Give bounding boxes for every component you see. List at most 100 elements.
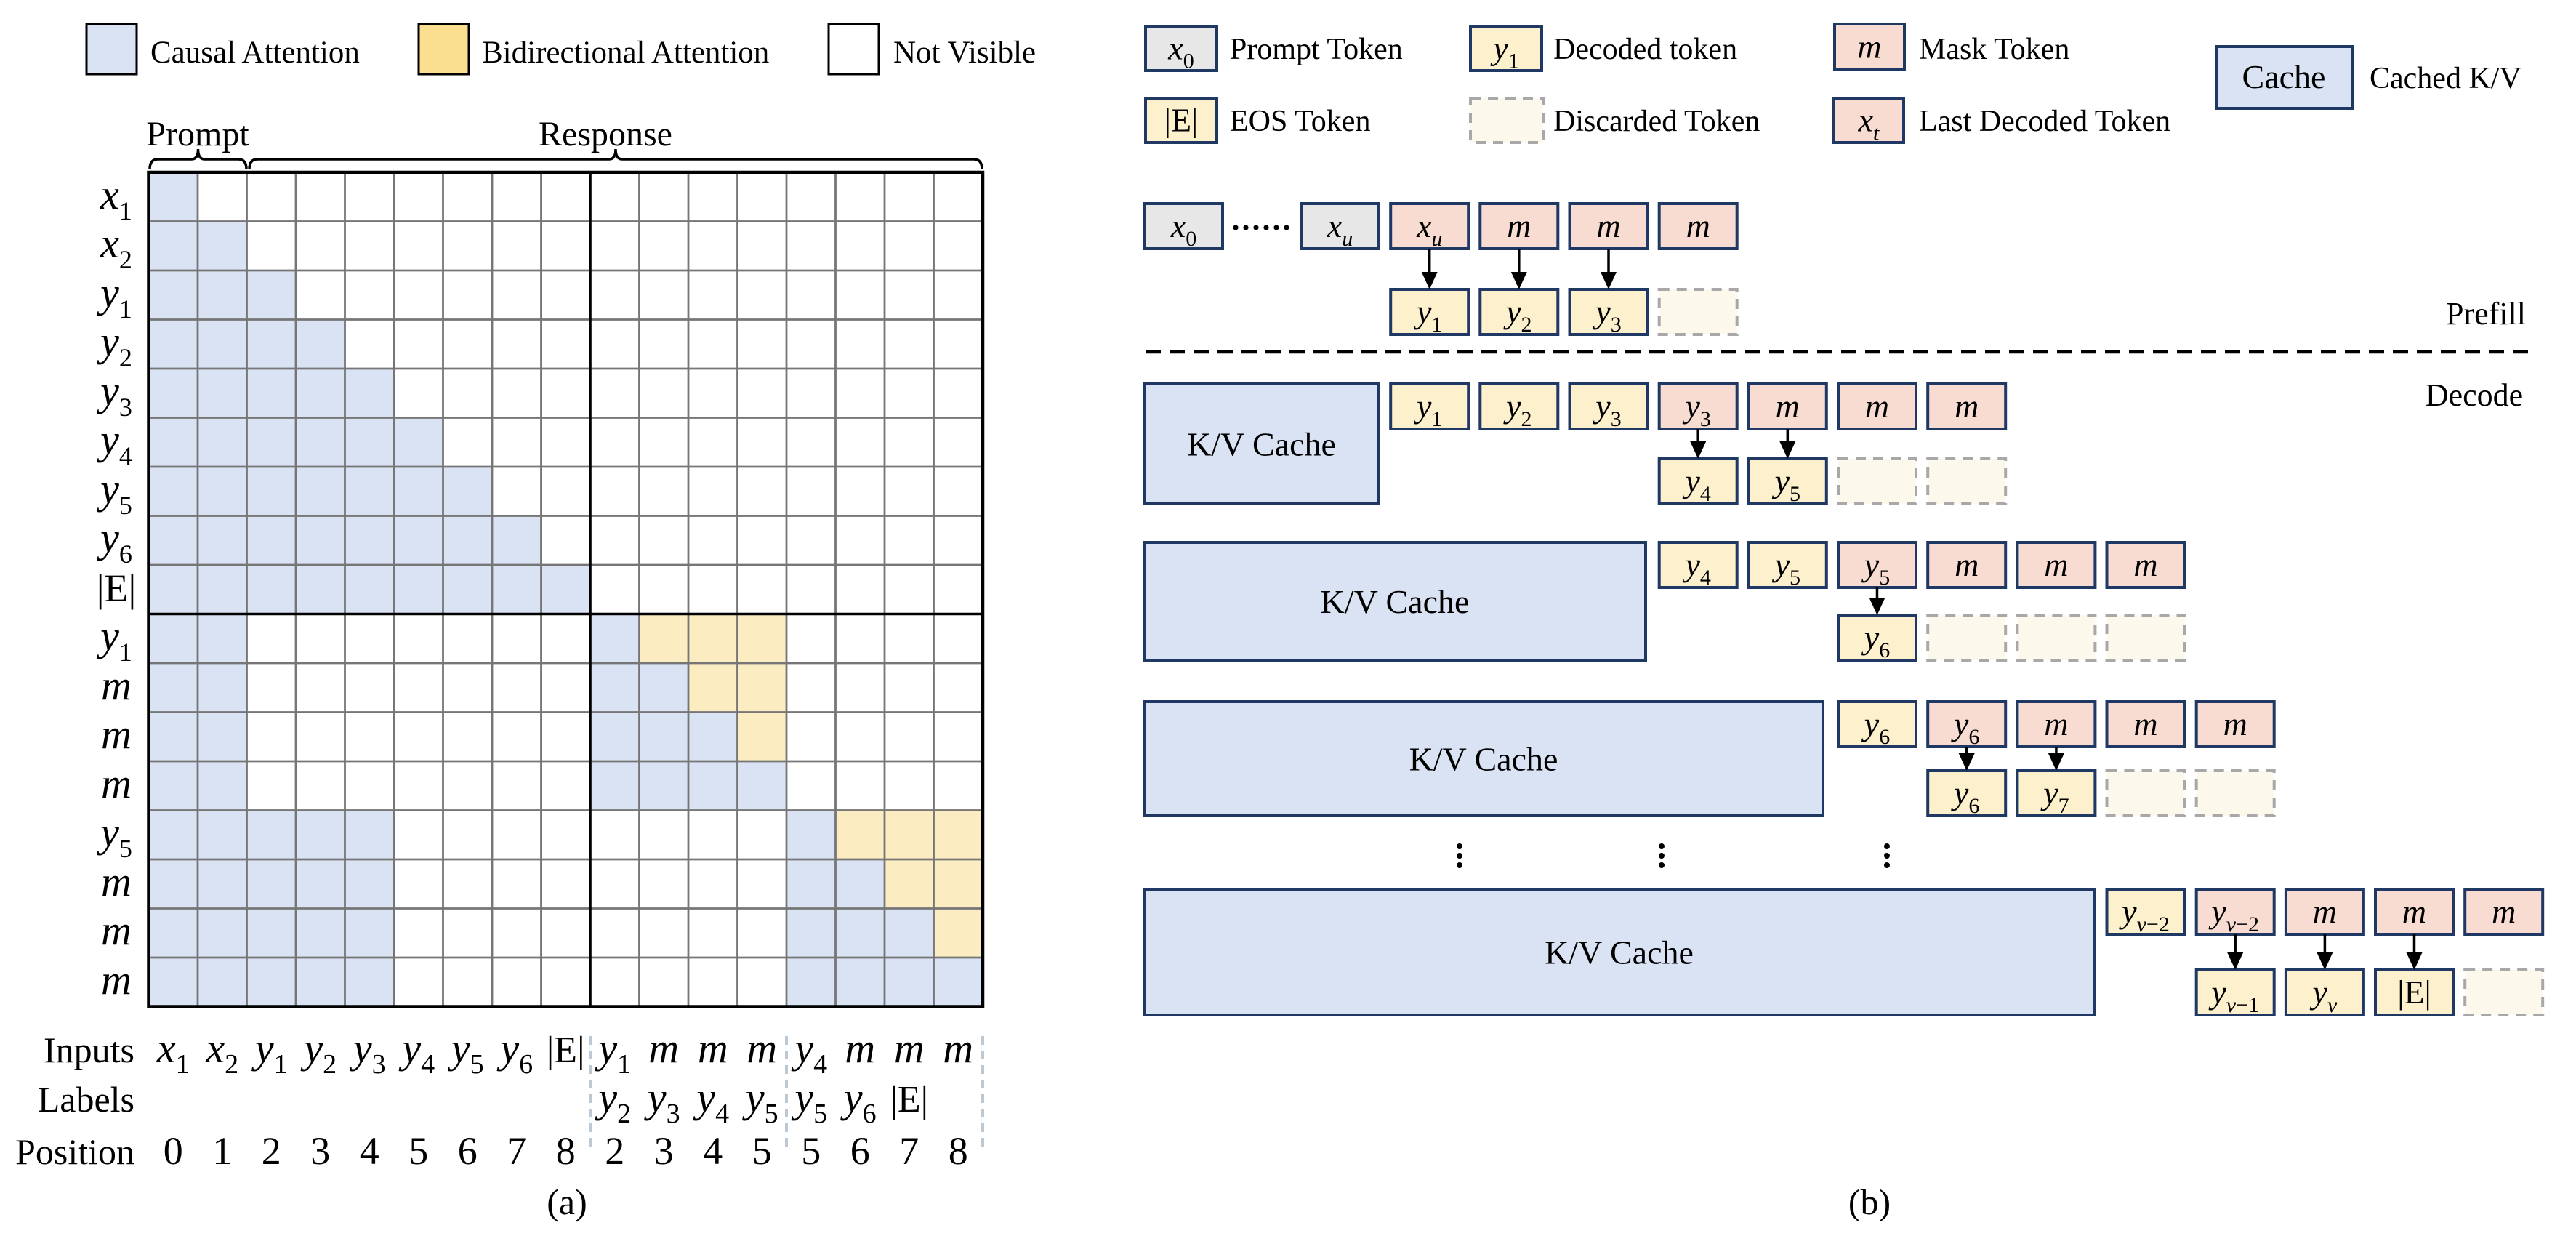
svg-text:4: 4 xyxy=(360,1129,379,1173)
svg-text:x1: x1 xyxy=(100,171,132,225)
svg-text:m: m xyxy=(1955,388,1979,425)
svg-text:m: m xyxy=(1955,546,1979,583)
svg-text:K/V Cache: K/V Cache xyxy=(1545,934,1694,971)
svg-text:y6: y6 xyxy=(1951,774,1979,818)
svg-text:y5: y5 xyxy=(1861,546,1890,590)
svg-text:6: 6 xyxy=(458,1129,478,1173)
svg-text:8: 8 xyxy=(949,1129,968,1173)
svg-text:m: m xyxy=(943,1024,973,1072)
svg-text:Position: Position xyxy=(15,1131,134,1172)
svg-text:xu: xu xyxy=(1416,207,1442,251)
svg-text:Cache: Cache xyxy=(2242,58,2326,95)
svg-text:Inputs: Inputs xyxy=(44,1030,134,1070)
svg-text:m: m xyxy=(101,858,132,905)
svg-text:y2: y2 xyxy=(595,1074,631,1129)
svg-text:5: 5 xyxy=(752,1129,772,1173)
svg-text:m: m xyxy=(2223,705,2247,742)
svg-text:y3: y3 xyxy=(644,1074,680,1129)
svg-text:m: m xyxy=(1686,207,1710,244)
svg-text:m: m xyxy=(2044,705,2068,742)
svg-text:Decoded token: Decoded token xyxy=(1553,33,1737,66)
svg-text:y3: y3 xyxy=(97,367,132,422)
svg-text:Mask Token: Mask Token xyxy=(1919,33,2069,66)
svg-text:y2: y2 xyxy=(300,1024,337,1080)
svg-text:m: m xyxy=(101,907,132,954)
svg-text:m: m xyxy=(2133,705,2157,742)
svg-text:|E|: |E| xyxy=(890,1079,929,1120)
svg-text:Prompt Token: Prompt Token xyxy=(1230,33,1403,66)
svg-text:(a): (a) xyxy=(547,1181,587,1222)
svg-text:m: m xyxy=(1857,28,1881,65)
svg-text:Discarded Token: Discarded Token xyxy=(1553,105,1760,138)
svg-text:yv−2: yv−2 xyxy=(2208,893,2259,936)
svg-text:m: m xyxy=(2313,893,2337,930)
svg-text:y2: y2 xyxy=(97,318,132,372)
svg-text:xt: xt xyxy=(1858,102,1880,145)
svg-text:x0: x0 xyxy=(1170,207,1196,251)
svg-text:7: 7 xyxy=(507,1129,526,1173)
svg-text:y5: y5 xyxy=(97,465,132,520)
svg-text:x2: x2 xyxy=(100,220,132,274)
svg-text:y1: y1 xyxy=(251,1024,288,1080)
svg-text:3: 3 xyxy=(654,1129,674,1173)
svg-text:|E|: |E| xyxy=(1164,102,1199,139)
svg-text:y4: y4 xyxy=(1682,546,1710,590)
svg-text:m: m xyxy=(2402,893,2426,930)
svg-text:Decode: Decode xyxy=(2426,377,2523,413)
svg-text:6: 6 xyxy=(850,1129,870,1173)
svg-text:m: m xyxy=(1865,388,1889,425)
svg-text:EOS Token: EOS Token xyxy=(1230,105,1370,138)
svg-text:x1: x1 xyxy=(156,1024,190,1080)
svg-text:x2: x2 xyxy=(205,1024,238,1080)
svg-text:3: 3 xyxy=(310,1129,330,1173)
svg-text:y6: y6 xyxy=(496,1024,533,1080)
svg-text:m: m xyxy=(2133,546,2157,583)
svg-text:y6: y6 xyxy=(1951,705,1979,749)
svg-text:xu: xu xyxy=(1327,207,1353,251)
svg-text:Bidirectional Attention: Bidirectional Attention xyxy=(482,36,769,70)
svg-text:|E|: |E| xyxy=(547,1030,585,1071)
svg-text:y5: y5 xyxy=(742,1074,778,1129)
svg-text:y6: y6 xyxy=(1861,619,1890,662)
svg-text:Cached K/V: Cached K/V xyxy=(2370,62,2521,95)
svg-text:Causal Attention: Causal Attention xyxy=(150,36,360,70)
svg-text:y3: y3 xyxy=(350,1024,386,1080)
svg-text:m: m xyxy=(1507,207,1531,244)
svg-text:y5: y5 xyxy=(448,1024,484,1080)
svg-text:8: 8 xyxy=(556,1129,576,1173)
svg-text:Response: Response xyxy=(539,115,672,153)
svg-text:y1: y1 xyxy=(97,269,132,324)
svg-text:Labels: Labels xyxy=(38,1079,134,1120)
svg-text:5: 5 xyxy=(801,1129,821,1173)
svg-text:m: m xyxy=(101,956,132,1003)
svg-text:4: 4 xyxy=(703,1129,723,1173)
svg-text:m: m xyxy=(746,1024,777,1072)
svg-text:m: m xyxy=(894,1024,925,1072)
svg-text:m: m xyxy=(1596,207,1620,244)
svg-text:y5: y5 xyxy=(791,1074,827,1129)
svg-text:m: m xyxy=(2044,546,2068,583)
svg-text:y1: y1 xyxy=(1414,388,1442,431)
svg-text:y4: y4 xyxy=(693,1074,729,1129)
svg-text:y3: y3 xyxy=(1593,388,1621,431)
svg-text:Not Visible: Not Visible xyxy=(893,36,1036,70)
svg-text:y7: y7 xyxy=(2040,774,2069,818)
svg-text:m: m xyxy=(845,1024,875,1072)
svg-text:y6: y6 xyxy=(97,514,132,569)
svg-text:yv: yv xyxy=(2310,974,2338,1017)
svg-text:7: 7 xyxy=(899,1129,919,1173)
svg-text:5: 5 xyxy=(408,1129,428,1173)
svg-text:x0: x0 xyxy=(1167,30,1194,73)
svg-text:y5: y5 xyxy=(97,808,132,863)
svg-text:2: 2 xyxy=(262,1129,281,1173)
svg-text:y2: y2 xyxy=(1503,388,1531,431)
svg-text:y1: y1 xyxy=(595,1024,631,1080)
svg-text:(b): (b) xyxy=(1848,1181,1891,1222)
svg-text:m: m xyxy=(698,1024,728,1072)
svg-text:y4: y4 xyxy=(97,416,132,470)
svg-text:m: m xyxy=(101,710,132,758)
svg-text:K/V Cache: K/V Cache xyxy=(1321,583,1470,620)
svg-text:m: m xyxy=(2492,893,2516,930)
svg-text:yv−2: yv−2 xyxy=(2119,893,2170,936)
svg-text:m: m xyxy=(1776,388,1800,425)
